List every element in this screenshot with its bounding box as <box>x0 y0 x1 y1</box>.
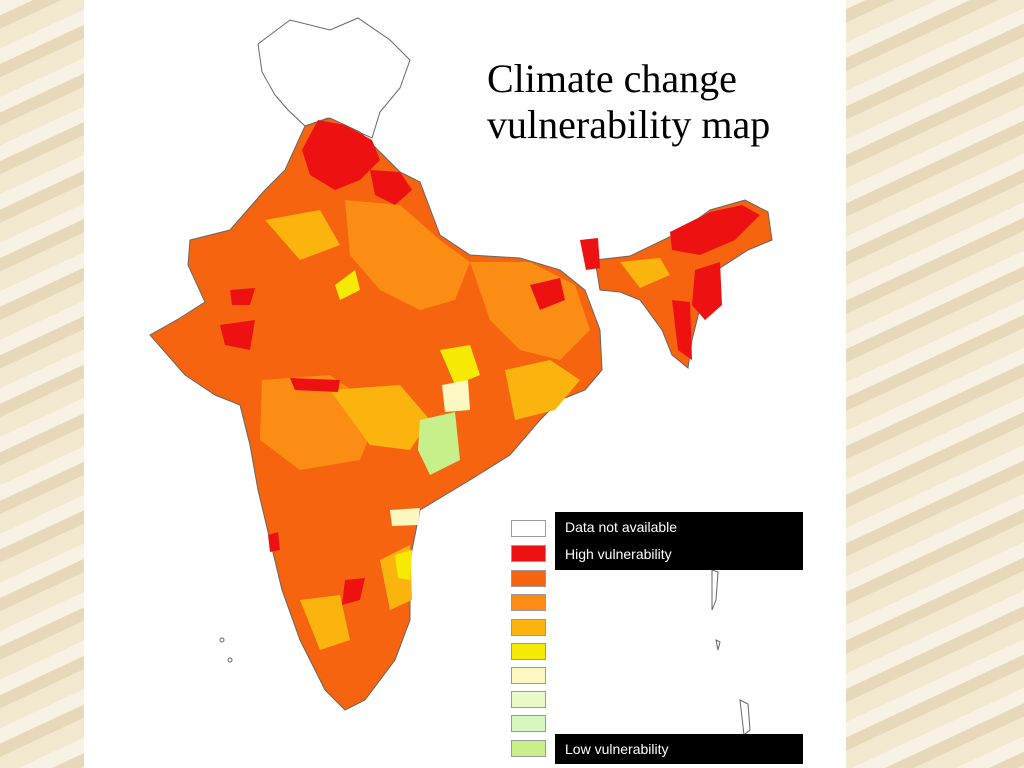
region-no-data-north <box>257 17 411 139</box>
region-red-south-1 <box>342 578 365 605</box>
legend-swatch-no-data <box>511 520 546 537</box>
region-red-ne-3 <box>672 300 692 360</box>
region-amber-5 <box>300 595 350 650</box>
legend-label-box-top: Data not available High vulnerability <box>555 512 803 570</box>
region-red-ne-1 <box>670 205 760 255</box>
region-red-ne-2 <box>692 262 722 320</box>
legend-label-low: Low vulnerability <box>555 734 803 764</box>
region-amber-3 <box>265 210 340 260</box>
region-red-coast <box>268 532 280 552</box>
legend-swatch-3 <box>511 570 546 587</box>
legend-swatch-4 <box>511 594 546 611</box>
region-orange-1 <box>345 200 470 310</box>
legend-swatch-low <box>511 740 546 757</box>
region-light-yellow-2 <box>390 508 420 526</box>
islands-lakshadweep <box>219 637 225 643</box>
region-light-yellow-1 <box>442 380 470 412</box>
region-red-west <box>230 288 255 305</box>
legend-swatch-high <box>511 545 546 562</box>
legend-swatch-7 <box>511 667 546 684</box>
region-amber-6 <box>620 258 670 288</box>
region-amber-2 <box>505 360 580 420</box>
region-red-north <box>302 120 380 190</box>
map-title-line1: Climate change <box>487 56 737 101</box>
legend-swatch-5 <box>511 619 546 636</box>
islands-lakshadweep-2 <box>227 657 233 663</box>
region-light-green-1 <box>418 412 460 475</box>
map-title: Climate change vulnerability map <box>487 56 827 148</box>
legend-label-no-data: Data not available <box>565 519 678 535</box>
region-red-east <box>530 278 565 310</box>
legend-swatch-8 <box>511 691 546 708</box>
map-title-line2: vulnerability map <box>487 102 771 147</box>
legend-swatch-9 <box>511 715 546 732</box>
region-amber-1 <box>330 385 430 450</box>
region-yellow-1 <box>440 345 480 385</box>
legend-swatch-6 <box>511 643 546 660</box>
region-red-bengal <box>580 238 600 270</box>
islands-andaman <box>711 569 751 736</box>
legend-label-high: High vulnerability <box>565 546 672 562</box>
region-red-north-2 <box>370 170 412 205</box>
region-red-gujarat <box>220 320 255 350</box>
region-yellow-3 <box>395 550 412 580</box>
region-red-central <box>290 378 340 392</box>
region-yellow-2 <box>335 270 360 300</box>
